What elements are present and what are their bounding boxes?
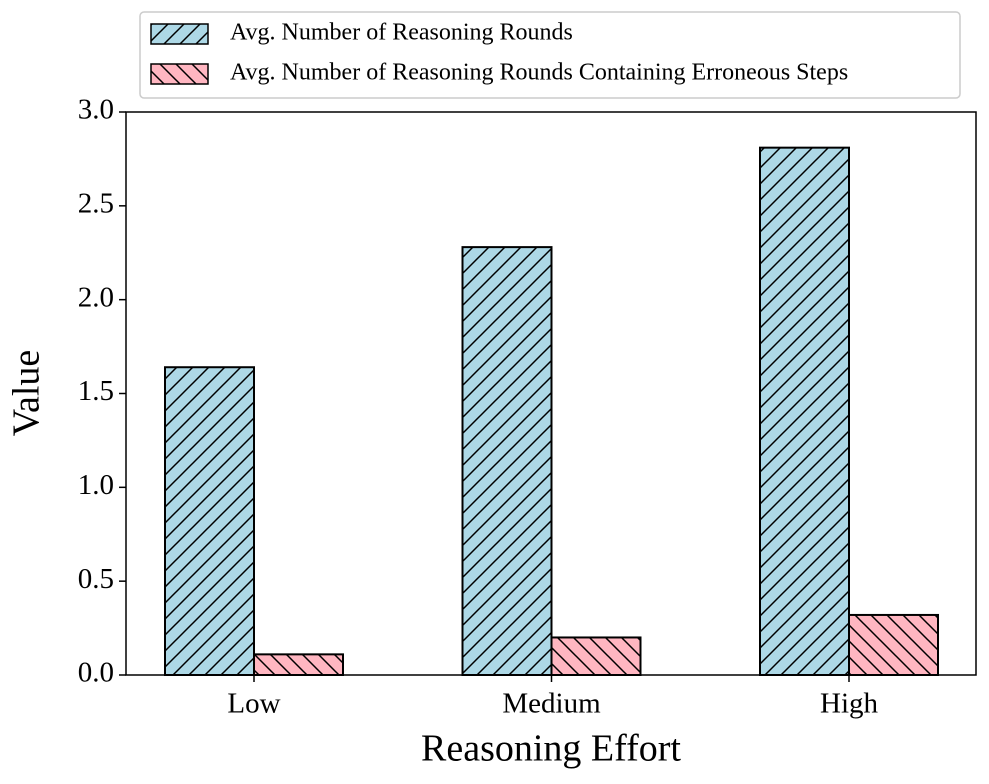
- x-tick-label: Medium: [502, 688, 601, 720]
- bar-hatch: [164, 366, 255, 676]
- bar-hatch: [550, 636, 642, 677]
- y-axis-label: Value: [6, 350, 48, 437]
- y-tick-label: 2.5: [78, 187, 114, 219]
- bar-hatch: [461, 246, 553, 676]
- legend-label: Avg. Number of Reasoning Rounds: [230, 20, 573, 46]
- x-tick-label: Low: [227, 688, 280, 720]
- y-tick-label: 1.5: [78, 375, 114, 407]
- bar-hatch: [253, 653, 344, 677]
- y-tick-label: 3.0: [78, 94, 114, 126]
- bar-hatch: [848, 613, 939, 676]
- bar-hatch: [759, 146, 850, 676]
- y-tick-label: 0.0: [78, 657, 114, 689]
- legend-box: [139, 11, 961, 99]
- y-tick-label: 1.0: [78, 469, 114, 501]
- y-tick-label: 0.5: [78, 563, 114, 595]
- legend-label: Avg. Number of Reasoning Rounds Containi…: [230, 60, 848, 86]
- x-tick-label: High: [820, 688, 879, 720]
- legend-swatch-hatch: [150, 23, 209, 45]
- plot-frame: [125, 111, 977, 676]
- x-axis-label: Reasoning Effort: [421, 728, 681, 770]
- legend-swatch-hatch: [150, 63, 209, 85]
- y-tick-label: 2.0: [78, 281, 114, 313]
